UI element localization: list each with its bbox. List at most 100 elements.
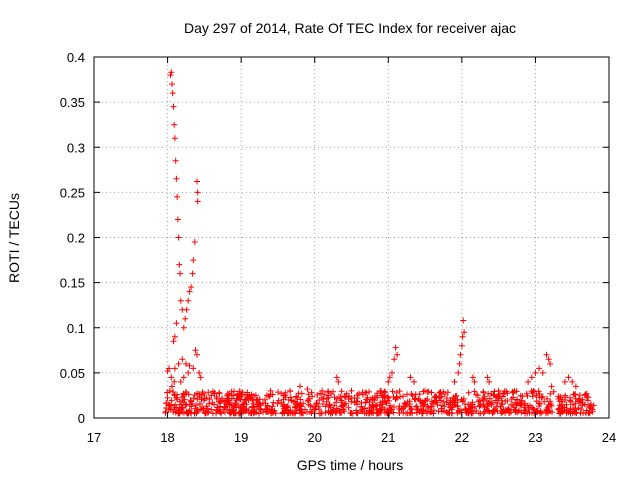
data-point	[570, 401, 577, 408]
data-point	[191, 239, 198, 245]
data-point	[171, 135, 178, 142]
y-tick-label: 0.15	[60, 276, 85, 291]
data-point	[465, 405, 472, 412]
data-point	[185, 297, 192, 304]
data-point	[391, 356, 398, 363]
x-tick-label: 23	[528, 430, 542, 445]
data-point	[214, 406, 221, 413]
data-point	[211, 401, 218, 408]
data-point	[275, 389, 282, 396]
data-point	[406, 403, 413, 410]
data-point	[427, 403, 434, 410]
data-point	[248, 410, 255, 417]
data-point	[443, 409, 450, 415]
chart-title: Day 297 of 2014, Rate Of TEC Index for r…	[184, 20, 516, 36]
data-point	[495, 387, 502, 394]
data-point	[186, 362, 193, 369]
data-point	[555, 406, 562, 413]
data-point	[170, 338, 177, 345]
data-point	[558, 401, 565, 408]
data-point	[485, 390, 492, 397]
data-point	[314, 392, 321, 398]
data-point	[269, 403, 276, 410]
data-point	[532, 369, 539, 376]
data-point	[461, 329, 468, 336]
data-point	[262, 396, 268, 403]
data-point	[215, 398, 222, 405]
data-point	[528, 374, 535, 381]
data-point	[455, 369, 462, 376]
data-point	[208, 392, 215, 399]
data-point	[584, 397, 591, 404]
data-point	[216, 389, 223, 396]
data-point	[297, 396, 304, 403]
data-point	[529, 409, 535, 416]
data-point	[440, 388, 447, 395]
data-point	[203, 395, 210, 402]
data-point	[576, 395, 582, 402]
data-point	[562, 392, 569, 399]
data-point	[460, 395, 467, 402]
data-point	[249, 403, 256, 410]
data-point	[233, 404, 240, 411]
x-axis-label: GPS time / hours	[297, 457, 404, 473]
data-point	[394, 351, 401, 358]
data-point	[345, 404, 352, 411]
data-point	[358, 399, 365, 406]
data-point	[493, 403, 500, 410]
data-point	[173, 175, 180, 182]
data-point	[437, 394, 444, 401]
data-point	[485, 407, 492, 414]
data-point	[469, 374, 476, 381]
data-point	[377, 387, 384, 394]
data-point	[171, 121, 178, 128]
y-tick-label: 0.2	[67, 231, 85, 246]
data-point	[428, 389, 435, 396]
data-point	[396, 403, 403, 410]
data-point	[188, 284, 195, 291]
data-point	[338, 397, 345, 404]
data-point	[547, 400, 554, 407]
data-point	[164, 368, 171, 375]
data-point	[335, 407, 341, 414]
data-point	[441, 403, 448, 410]
data-point	[460, 317, 467, 324]
data-point	[484, 374, 491, 381]
data-point	[297, 410, 303, 417]
data-point	[345, 396, 352, 403]
data-point	[354, 392, 361, 399]
data-point	[223, 392, 230, 399]
data-point	[529, 404, 536, 411]
data-point	[477, 410, 484, 417]
data-point	[290, 398, 297, 405]
data-point	[351, 399, 358, 406]
data-point	[435, 408, 442, 415]
data-point	[178, 401, 185, 408]
data-point	[510, 389, 517, 396]
data-point	[177, 297, 184, 304]
data-point	[509, 388, 516, 395]
y-tick-label: 0.3	[67, 140, 85, 155]
data-point	[381, 397, 388, 404]
data-point	[194, 198, 201, 205]
data-point	[170, 103, 177, 110]
data-point	[555, 395, 562, 402]
data-point	[569, 378, 576, 385]
data-point	[365, 410, 372, 417]
data-point	[368, 408, 375, 415]
data-point	[169, 383, 175, 390]
data-point	[184, 410, 190, 417]
data-point	[220, 406, 227, 413]
plot-frame	[93, 56, 610, 419]
data-point	[586, 409, 593, 416]
data-point	[514, 400, 521, 407]
data-point	[571, 391, 578, 398]
data-point	[492, 397, 499, 404]
data-point	[183, 408, 190, 415]
data-point	[213, 410, 220, 417]
data-point	[167, 72, 174, 79]
data-point	[333, 374, 340, 381]
data-point	[417, 406, 424, 412]
data-point	[185, 369, 192, 376]
data-point	[488, 401, 495, 407]
